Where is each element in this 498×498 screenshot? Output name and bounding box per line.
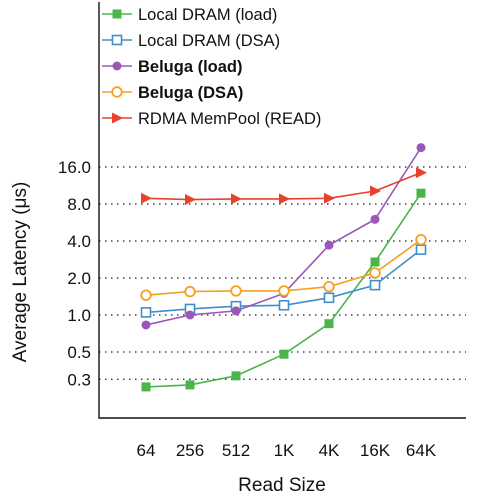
data-point-beluga-dsa	[323, 280, 335, 293]
series-local-dram-load	[141, 188, 426, 392]
data-point-beluga-load	[324, 240, 334, 250]
legend-marker	[112, 61, 122, 71]
legend-marker	[111, 86, 123, 98]
legend-label: Beluga (DSA)	[138, 84, 243, 102]
y-tick-label: 4.0	[67, 232, 91, 251]
x-tick-label: 64K	[406, 441, 437, 460]
y-tick-label: 2.0	[67, 269, 91, 288]
data-point-local-dram-load	[416, 188, 426, 198]
x-tick-label: 64	[137, 441, 156, 460]
plot-frame	[98, 2, 466, 419]
series-line-beluga-load	[145, 147, 422, 326]
data-point-rdma-mempool-read	[231, 193, 242, 205]
x-tick-labels: 64 256 512 1K 4K 16K 64K	[137, 441, 437, 460]
data-point-rdma-mempool-read	[370, 185, 381, 197]
data-point-beluga-dsa	[278, 285, 290, 297]
data-point-beluga-load	[141, 320, 151, 330]
legend-entry-local-dram-load: Local DRAM (load)	[102, 6, 277, 24]
x-tick-label: 1K	[274, 441, 295, 460]
series-lines	[140, 143, 427, 392]
legend-label: Beluga (load)	[138, 58, 243, 76]
data-point-beluga-load	[231, 306, 241, 316]
series-local-dram-dsa	[140, 244, 427, 318]
data-point-beluga-load	[370, 214, 380, 224]
data-point-beluga-dsa	[140, 289, 152, 301]
x-axis-title: Read Size	[238, 475, 326, 496]
data-point-local-dram-load	[141, 382, 151, 392]
series-beluga-dsa	[140, 233, 427, 301]
y-axis-title: Average Latency (μs)	[10, 182, 31, 363]
data-point-local-dram-load	[324, 319, 334, 329]
y-tick-label: 1.0	[67, 306, 91, 325]
legend-label: Local DRAM (DSA)	[138, 32, 280, 50]
data-point-local-dram-dsa	[323, 292, 335, 304]
legend-entry-local-dram-dsa: Local DRAM (DSA)	[102, 32, 280, 50]
legend: Local DRAM (load) Local DRAM (DSA) Beluga …	[102, 6, 321, 128]
data-point-beluga-dsa	[230, 285, 242, 297]
data-point-local-dram-dsa	[278, 299, 290, 311]
x-tick-label: 16K	[360, 441, 391, 460]
data-point-rdma-mempool-read	[324, 192, 335, 204]
data-point-beluga-dsa	[415, 233, 427, 246]
x-tick-label: 256	[176, 441, 204, 460]
data-point-local-dram-load	[185, 380, 195, 390]
data-point-local-dram-load	[279, 349, 289, 359]
y-tick-label: 16.0	[58, 158, 91, 177]
x-tick-label: 512	[222, 441, 250, 460]
legend-marker	[112, 9, 122, 19]
y-tick-label: 0.3	[67, 370, 91, 389]
legend-label: Local DRAM (load)	[138, 6, 277, 24]
data-point-rdma-mempool-read	[185, 194, 196, 206]
data-point-rdma-mempool-read	[141, 192, 152, 204]
y-tick-labels: 0.3 0.5 1.0 2.0 4.0 8.0 16.0	[58, 158, 91, 389]
grid-lines	[99, 166, 466, 380]
legend-marker	[111, 34, 123, 46]
x-tick-label: 4K	[319, 441, 340, 460]
data-point-local-dram-dsa	[415, 244, 427, 255]
data-point-beluga-dsa	[184, 285, 196, 298]
data-point-local-dram-dsa	[140, 307, 152, 318]
axes	[98, 2, 466, 419]
legend-entry-rdma-mempool-read: RDMA MemPool (READ)	[102, 110, 321, 128]
data-point-local-dram-dsa	[369, 279, 381, 291]
data-point-local-dram-load	[370, 257, 380, 267]
y-tick-label: 8.0	[67, 195, 91, 214]
data-point-local-dram-load	[231, 371, 241, 381]
data-point-beluga-load	[416, 143, 426, 153]
series-rdma-mempool-read	[141, 167, 427, 206]
legend-label: RDMA MemPool (READ)	[138, 110, 321, 128]
y-tick-label: 0.5	[67, 343, 91, 362]
data-point-rdma-mempool-read	[416, 167, 427, 179]
data-point-rdma-mempool-read	[279, 193, 290, 205]
data-point-beluga-dsa	[369, 267, 381, 279]
legend-entry-beluga-dsa: Beluga (DSA)	[102, 84, 243, 102]
legend-entry-beluga-load: Beluga (load)	[102, 58, 243, 76]
legend-marker	[112, 112, 123, 124]
data-point-beluga-load	[185, 310, 195, 320]
